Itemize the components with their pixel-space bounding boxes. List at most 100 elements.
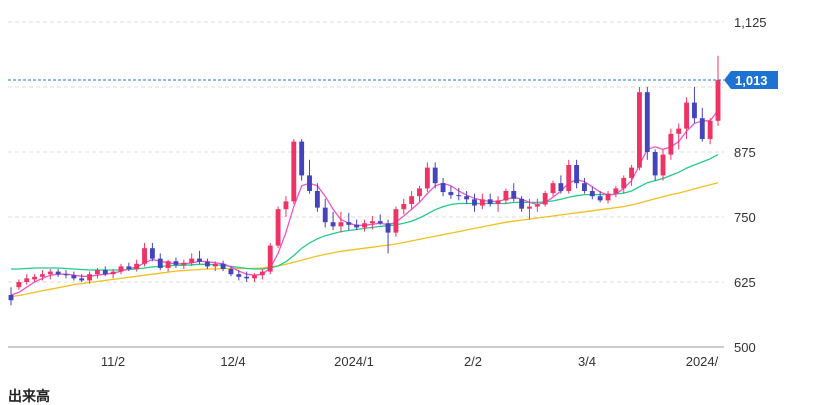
candle-up: [110, 271, 116, 275]
candle-down: [448, 192, 454, 196]
y-tick-label: 625: [734, 275, 756, 290]
candle-down: [236, 274, 242, 277]
candle-down: [79, 278, 85, 281]
candle-down: [157, 258, 163, 268]
candle-down: [440, 183, 446, 193]
candle-down: [582, 183, 587, 191]
candle-up: [566, 165, 572, 191]
candle-up: [39, 274, 45, 277]
y-tick-label: 500: [734, 340, 756, 355]
candle-down: [558, 183, 564, 191]
candle-up: [291, 141, 297, 202]
candle-up: [409, 196, 415, 204]
candle-down: [691, 102, 697, 119]
x-tick-label: 2/2: [464, 354, 482, 369]
candle-down: [519, 198, 525, 209]
candle-up: [503, 191, 509, 201]
x-tick-label: 11/2: [101, 354, 125, 369]
candle-down: [55, 271, 61, 275]
candle-down: [197, 258, 202, 262]
candle-up: [16, 282, 22, 288]
candle-down: [589, 191, 595, 197]
candle-up: [134, 263, 140, 269]
candle-up: [401, 204, 407, 210]
candle-down: [149, 248, 155, 259]
candle-down: [377, 221, 383, 224]
candle-up: [660, 154, 666, 176]
candle-down: [244, 276, 250, 279]
candle-up: [684, 102, 690, 129]
candle-down: [204, 261, 210, 267]
candle-down: [330, 222, 336, 227]
candle-up: [267, 245, 273, 272]
candle-down: [63, 274, 69, 276]
candle-up: [47, 271, 53, 275]
candle-up: [275, 209, 281, 246]
candle-up: [118, 266, 124, 272]
candle-up: [534, 204, 540, 207]
candle-down: [464, 196, 470, 200]
x-tick-label: 3/4: [578, 354, 596, 369]
candle-up: [393, 209, 399, 233]
candle-up: [189, 258, 195, 263]
ma-short-line: [10, 110, 719, 296]
candle-down: [8, 295, 14, 301]
candle-down: [314, 191, 320, 208]
candle-down: [299, 141, 305, 176]
candle-down: [385, 223, 391, 233]
candle-up: [362, 223, 367, 228]
candle-up: [715, 80, 721, 121]
y-tick-label: 1,125: [734, 15, 767, 30]
candle-down: [307, 175, 312, 191]
current-price-label: 1,013: [735, 73, 768, 88]
candle-up: [369, 221, 375, 224]
candle-up: [668, 133, 674, 155]
candle-up: [613, 188, 619, 194]
current-price-badge: [724, 71, 778, 89]
candle-down: [228, 269, 234, 275]
candle-up: [165, 261, 171, 268]
candle-down: [511, 191, 517, 199]
candle-up: [32, 276, 38, 280]
x-tick-label: 12/4: [220, 354, 245, 369]
candle-down: [346, 222, 352, 225]
y-tick-label: 875: [734, 145, 756, 160]
candle-up: [550, 183, 556, 194]
x-tick-label: 2024/1: [334, 354, 374, 369]
x-tick-label: 2024/: [686, 354, 719, 369]
candle-down: [487, 199, 493, 204]
candle-down: [597, 196, 603, 201]
candle-up: [527, 206, 532, 209]
candle-up: [637, 92, 642, 168]
ma-long-line: [10, 182, 719, 298]
candle-down: [322, 207, 328, 223]
candle-down: [699, 118, 705, 139]
candle-up: [629, 167, 635, 178]
candle-up: [542, 193, 548, 205]
candle-up: [259, 271, 265, 276]
candle-down: [432, 167, 438, 184]
candle-up: [87, 274, 92, 281]
candle-up: [707, 120, 713, 139]
candle-down: [456, 195, 462, 197]
candle-up: [252, 275, 257, 279]
candle-up: [142, 248, 147, 264]
candle-down: [220, 263, 226, 269]
candle-up: [94, 270, 100, 275]
y-tick-label: 750: [734, 210, 756, 225]
candle-up: [676, 128, 682, 134]
candle-up: [338, 222, 344, 227]
candle-down: [354, 224, 360, 228]
candle-up: [212, 263, 218, 267]
ma-mid-line: [11, 154, 719, 271]
candle-down: [644, 92, 650, 152]
candle-down: [71, 275, 77, 279]
candle-down: [574, 165, 580, 184]
candle-up: [181, 262, 187, 265]
volume-section-label: 出来高: [8, 389, 50, 405]
candle-down: [652, 152, 658, 176]
candle-up: [605, 193, 611, 201]
candle-up: [495, 200, 501, 204]
candle-down: [472, 199, 477, 206]
